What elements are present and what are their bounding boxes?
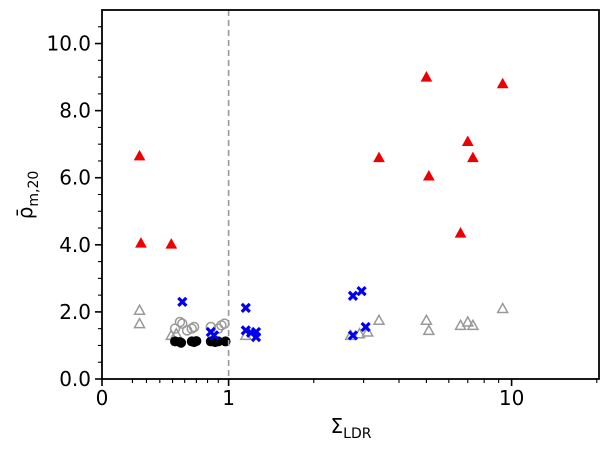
point-triangle-open — [133, 317, 146, 329]
point-triangle-open — [372, 313, 386, 326]
point-x-filled — [250, 331, 262, 343]
point-triangle-open — [466, 318, 480, 331]
point-triangle-filled — [133, 149, 146, 161]
point-triangle-open — [361, 325, 374, 337]
x-tick-label: 1 — [222, 386, 235, 410]
y-tick-label: 6.0 — [59, 166, 91, 190]
x-axis-label-subscript: LDR — [343, 426, 372, 442]
point-x-filled — [240, 302, 251, 314]
point-x-filled — [347, 290, 359, 301]
point-triangle-filled — [461, 135, 474, 146]
y-tick-label: 2.0 — [59, 300, 91, 324]
point-circle-filled — [176, 337, 187, 348]
point-triangle-open — [461, 315, 475, 327]
point-circle-filled — [191, 336, 202, 347]
x-tick-label: 0 — [96, 386, 109, 410]
point-x-filled — [347, 330, 359, 341]
point-triangle-filled — [454, 227, 467, 238]
point-triangle-open — [422, 323, 436, 336]
point-circle-open — [174, 316, 186, 328]
point-triangle-filled — [422, 170, 435, 181]
point-triangle-filled — [165, 238, 178, 249]
point-triangle-open — [420, 313, 433, 326]
point-circle-filled — [220, 336, 231, 347]
point-triangle-filled — [373, 151, 385, 163]
point-x-filled — [177, 296, 188, 307]
y-tick-label: 0.0 — [59, 367, 91, 391]
axis-ticks: 0.0 2.0 4.0 6.0 8.0 10.0 0 1 10 — [46, 26, 598, 410]
point-triangle-filled — [467, 151, 479, 163]
y-tick-label: 4.0 — [59, 233, 91, 257]
point-x-filled — [356, 285, 367, 297]
point-circle-open — [219, 318, 230, 329]
point-triangle-open — [133, 303, 146, 315]
y-tick-label: 10.0 — [46, 32, 91, 56]
y-axis-label-subscript: m,20 — [26, 171, 42, 207]
point-circle-open — [188, 321, 200, 333]
point-triangle-filled — [420, 71, 433, 82]
data-points — [133, 71, 509, 348]
point-circle-open — [186, 323, 198, 334]
point-x-filled — [360, 321, 371, 333]
point-triangle-filled — [496, 77, 509, 89]
y-tick-label: 8.0 — [59, 99, 91, 123]
y-axis-label: ρ̄m,20 — [13, 171, 42, 220]
x-axis-label: ΣLDR — [331, 414, 372, 442]
plot-frame — [101, 9, 600, 380]
x-tick-label: 10 — [499, 386, 524, 410]
point-triangle-open — [496, 302, 509, 314]
point-triangle-filled — [135, 237, 147, 248]
point-circle-open — [169, 323, 181, 334]
point-x-filled — [208, 330, 220, 341]
